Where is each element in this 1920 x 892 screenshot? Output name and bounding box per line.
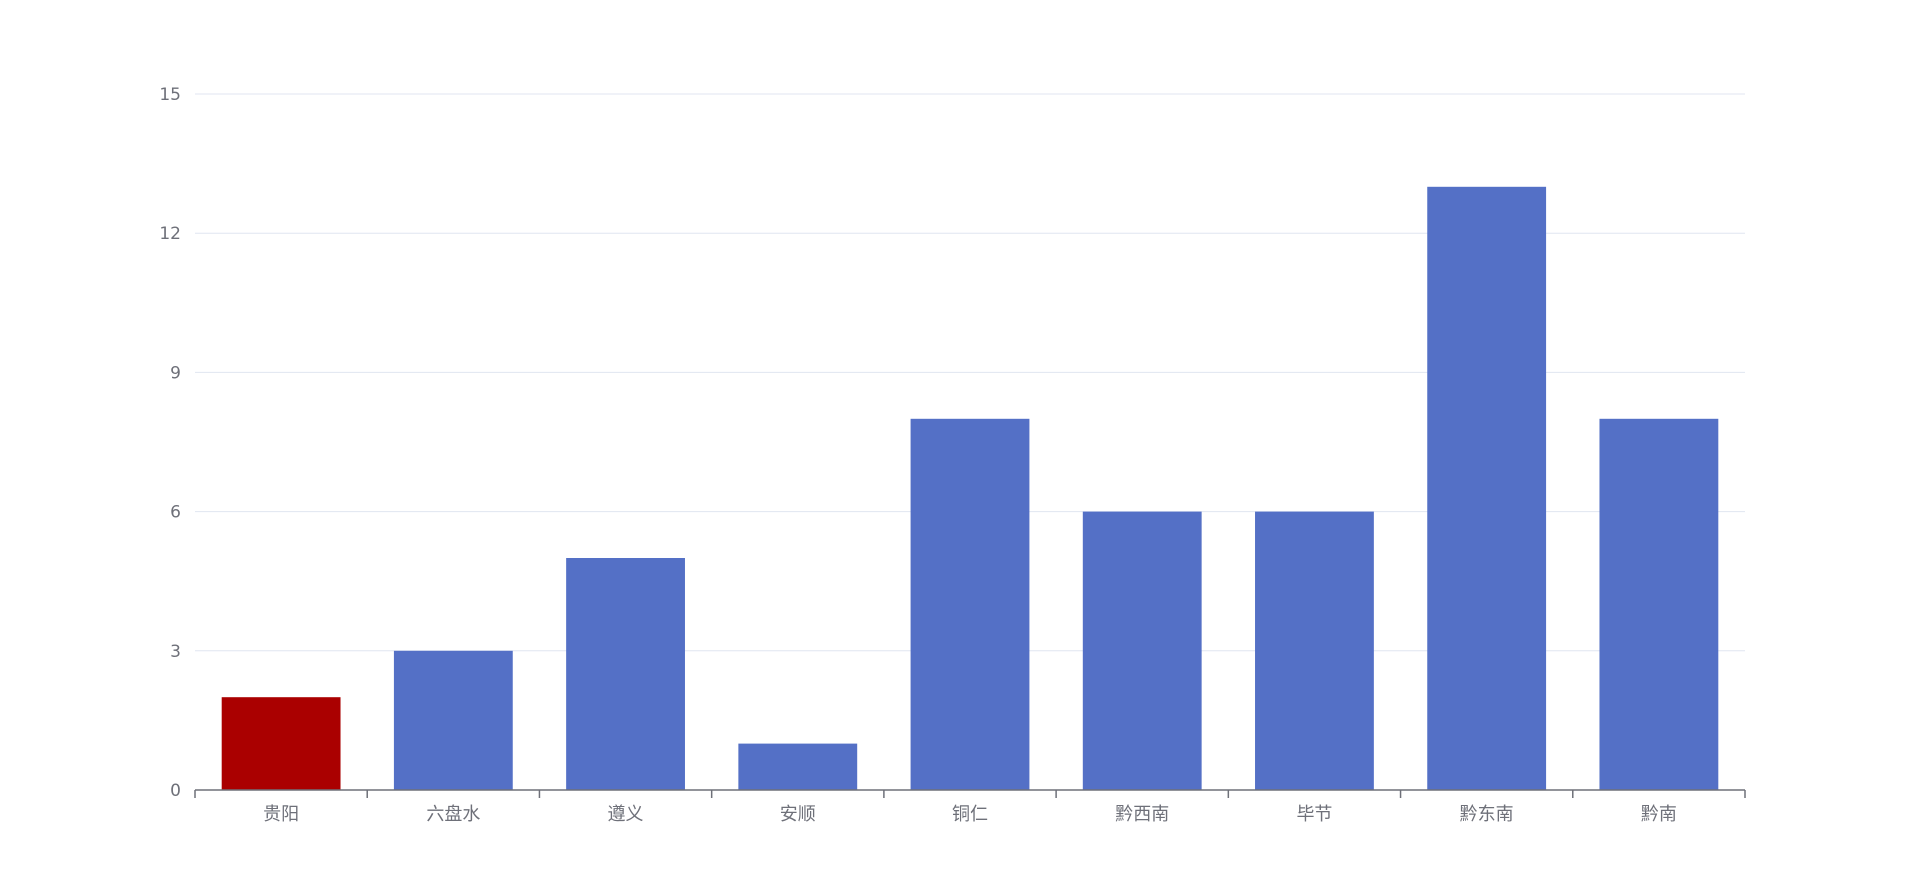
- bar[interactable]: [1082, 511, 1202, 790]
- x-tick-label: 黔南: [1641, 804, 1677, 825]
- x-tick-label: 安顺: [780, 804, 816, 825]
- x-tick-label: 毕节: [1296, 804, 1332, 825]
- y-axis-ticks: 0 3 6 9 12 15: [159, 85, 181, 801]
- x-tick-label: 六盘水: [426, 804, 480, 825]
- bar[interactable]: [566, 558, 685, 790]
- bar[interactable]: [1255, 511, 1374, 790]
- x-axis-ticks: 贵阳 六盘水 遵义 安顺 铜仁 黔西南 毕节 黔东南 黔南: [263, 804, 1677, 825]
- y-tick-label: 0: [170, 781, 181, 801]
- y-tick-label: 15: [159, 85, 181, 105]
- bar[interactable]: [910, 418, 1030, 790]
- bar[interactable]: [221, 697, 341, 790]
- y-tick-label: 6: [170, 503, 181, 523]
- x-tick-label: 黔西南: [1115, 804, 1169, 825]
- bar[interactable]: [1599, 418, 1719, 790]
- bar[interactable]: [1427, 186, 1547, 791]
- x-tick-label: 遵义: [608, 804, 644, 825]
- y-tick-label: 3: [170, 642, 181, 662]
- bar[interactable]: [393, 650, 513, 790]
- x-tick-label: 黔东南: [1460, 804, 1514, 825]
- y-tick-label: 9: [170, 363, 181, 383]
- x-axis: [194, 789, 1746, 798]
- y-tick-label: 12: [159, 224, 181, 244]
- x-tick-label: 铜仁: [952, 804, 988, 825]
- bars: [221, 186, 1719, 791]
- x-tick-label: 贵阳: [263, 804, 299, 825]
- bar[interactable]: [738, 743, 858, 790]
